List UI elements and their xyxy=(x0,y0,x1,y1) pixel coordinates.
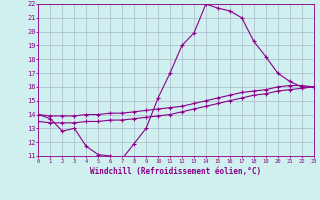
X-axis label: Windchill (Refroidissement éolien,°C): Windchill (Refroidissement éolien,°C) xyxy=(91,167,261,176)
